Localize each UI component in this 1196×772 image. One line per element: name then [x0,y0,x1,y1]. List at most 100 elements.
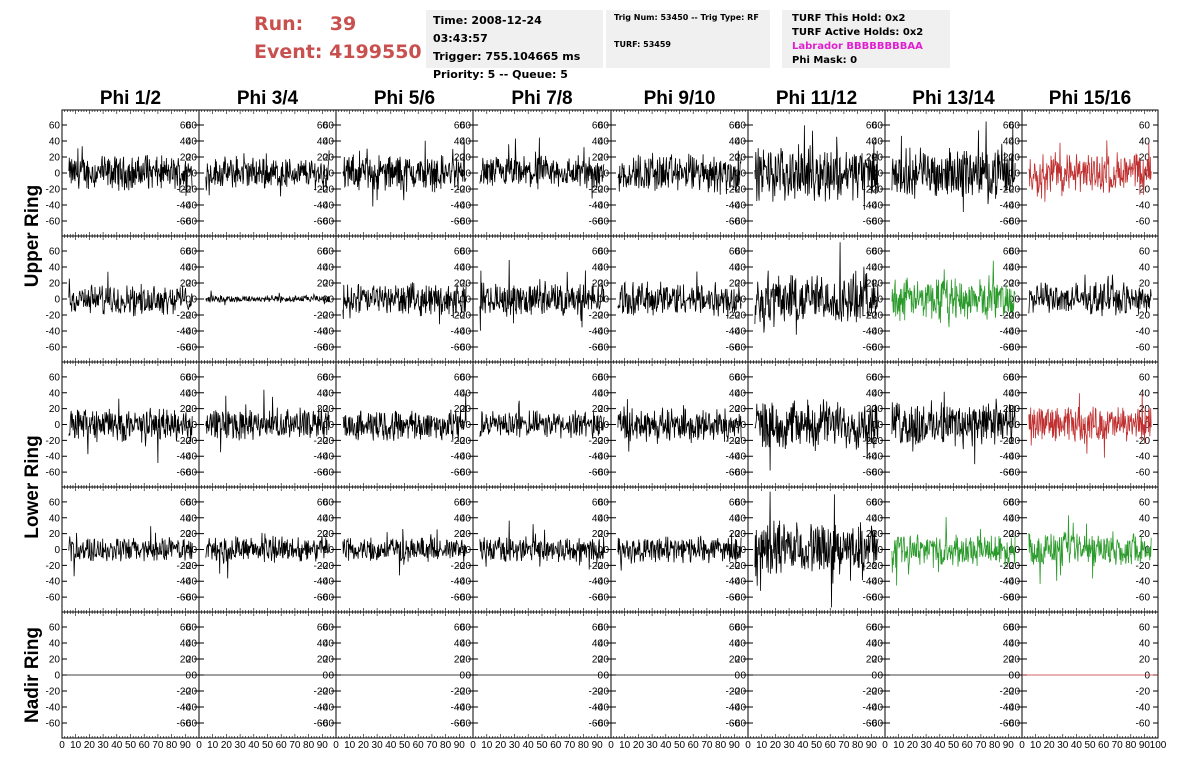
ytick-label-left: -40 [320,577,335,588]
waveform-trace-r3-c1 [68,398,193,464]
ytick-label-left: 0 [740,420,746,431]
ytick-label-left: -20 [1006,185,1021,196]
ytick-label-right: -40 [177,201,192,212]
ytick-label-left: -40 [732,327,747,338]
run-event-block: Run: 39 Event: 4199550 [254,10,424,66]
ytick-label-right: 20 [180,153,192,164]
ytick-label-right: 60 [866,497,878,508]
ytick-label-right: 40 [866,388,878,399]
ytick-label-right: -60 [589,217,604,228]
ytick-label-left: -40 [320,327,335,338]
ytick-label-right: 60 [1139,121,1151,132]
ytick-label-left: -20 [869,185,884,196]
ytick-label-right: 40 [180,137,192,148]
ytick-label-right: 0 [734,169,740,180]
ytick-label-right: -20 [177,311,192,322]
ytick-label-left: 60 [598,497,610,508]
ytick-label-left: -20 [320,311,335,322]
run-label: Run: [254,13,304,35]
ytick-label-right: -40 [451,201,466,212]
ytick-label-left: 20 [460,655,472,666]
ytick-label-left: -20 [320,185,335,196]
ytick-label-right: -20 [726,311,741,322]
ytick-label-right: -20 [314,185,329,196]
ytick-label-left: 20 [460,404,472,415]
ytick-label-left: 20 [735,529,747,540]
turf-info-box: TURF This Hold: 0x2 TURF Active Holds: 0… [782,10,950,68]
ytick-label-right: 40 [317,388,329,399]
ytick-label-left: 40 [598,263,610,274]
ytick-label-right: -20 [589,436,604,447]
ytick-label-right: 40 [592,639,604,650]
ytick-label-left: 20 [49,529,61,540]
ytick-label-left: -40 [595,452,610,463]
ytick-label-left: -60 [320,343,335,354]
ytick-label-right: 40 [729,263,741,274]
ytick-label-right: 20 [866,655,878,666]
ytick-label-left: -60 [869,468,884,479]
ytick-label-left: 40 [735,388,747,399]
ytick-label-left: 20 [598,404,610,415]
ytick-label-left: 40 [460,263,472,274]
ytick-label-right: -60 [314,593,329,604]
ytick-label-right: 0 [185,169,191,180]
ytick-label-right: -20 [726,185,741,196]
ytick-label-left: 40 [186,137,198,148]
ytick-label-right: 40 [866,639,878,650]
ytick-label-right: 20 [1003,153,1015,164]
ytick-label-right: -60 [1136,468,1151,479]
ytick-label-right: 20 [180,404,192,415]
ytick-label-right: 60 [454,623,466,634]
ytick-label-right: 20 [592,655,604,666]
waveform-trace-r3-c6 [754,399,879,471]
ytick-label-right: -60 [726,468,741,479]
ytick-label-right: -40 [314,327,329,338]
ytick-label-left: 40 [49,639,61,650]
ytick-label-right: 40 [317,639,329,650]
ytick-label-left: -40 [732,452,747,463]
ytick-label-left: -60 [457,719,472,730]
ytick-label-left: -40 [1006,452,1021,463]
ytick-label-left: 20 [49,153,61,164]
ytick-label-right: -40 [589,327,604,338]
ytick-label-right: -20 [1136,436,1151,447]
ytick-label-right: 40 [180,513,192,524]
ytick-label-left: 60 [598,372,610,383]
ytick-label-left: 0 [328,545,334,556]
column-title-8: Phi 15/16 [1049,88,1131,109]
ytick-label-right: -60 [451,468,466,479]
ytick-label-left: -60 [46,217,61,228]
ytick-label-right: -40 [177,327,192,338]
ytick-label-right: 40 [454,513,466,524]
ytick-label-right: -60 [314,217,329,228]
ytick-label-right: 20 [592,529,604,540]
ytick-label-right: 40 [592,513,604,524]
ytick-label-right: -40 [863,327,878,338]
ytick-label-left: 60 [186,372,198,383]
ytick-label-left: -40 [869,452,884,463]
ytick-label-right: -40 [726,703,741,714]
ytick-label-left: 40 [872,513,884,524]
ytick-label-left: -60 [732,719,747,730]
ytick-label-right: 60 [592,623,604,634]
ytick-label-right: 20 [866,153,878,164]
ytick-label-right: 20 [592,404,604,415]
ytick-label-right: 20 [317,529,329,540]
ytick-label-left: 60 [186,497,198,508]
ytick-label-right: 40 [317,513,329,524]
ytick-label-right: -40 [1000,201,1015,212]
ytick-label-left: 40 [323,639,335,650]
ytick-label-left: 20 [735,279,747,290]
ytick-label-right: -20 [1136,311,1151,322]
ytick-label-right: 60 [592,372,604,383]
ytick-label-right: 60 [1139,372,1151,383]
ytick-label-right: 40 [180,388,192,399]
ytick-label-right: 60 [180,623,192,634]
ytick-label-left: -20 [183,436,198,447]
event-label: Event: [254,41,323,63]
ytick-label-left: -20 [183,561,198,572]
ytick-label-left: -40 [869,201,884,212]
ytick-label-right: -20 [314,311,329,322]
ytick-label-right: 40 [317,137,329,148]
ytick-label-right: -60 [451,343,466,354]
